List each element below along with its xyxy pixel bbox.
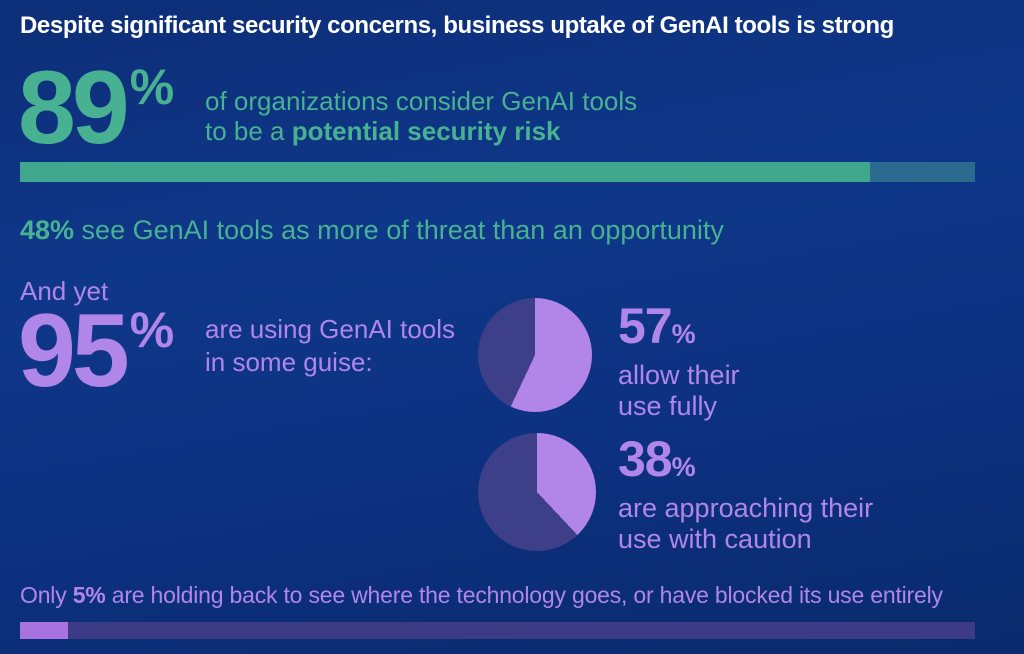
pie-chart-allow-fully — [478, 298, 592, 412]
stat-89-value: 89 % — [18, 56, 174, 160]
stat-48-line: 48% see GenAI tools as more of threat th… — [20, 215, 724, 246]
pie-stat-57-caption: allow their use fully — [618, 360, 740, 422]
pie-stat-caution: 38% are approaching their use with cauti… — [618, 434, 873, 555]
and-yet-label: And yet — [20, 276, 109, 306]
pie-stat-57-percent-sign: % — [671, 319, 696, 349]
pie-stat-57-digits: 57 — [618, 298, 673, 354]
headline: Despite significant security concerns, b… — [20, 12, 894, 39]
pie-stat-allow-fully: 57% allow their use fully — [618, 301, 740, 422]
stat-89-percent-sign: % — [129, 59, 175, 115]
stat-95-caption-line2: in some guise: — [205, 347, 373, 377]
pie-stat-57-caption-line2: use fully — [618, 391, 718, 421]
stat-95-caption-line1: are using GenAI tools — [205, 314, 456, 344]
pie-stat-38-caption-line2: use with caution — [618, 524, 812, 554]
pie-chart-caution — [478, 433, 596, 551]
pie-stat-38-caption-line1: are approaching their — [618, 493, 874, 523]
progress-bar-5-fill — [20, 622, 68, 639]
pie-stat-38-value: 38% — [618, 434, 873, 484]
progress-bar-89 — [20, 162, 975, 182]
stat-89-caption-line1: of organizations consider GenAI tools — [205, 86, 638, 116]
stat-95-percent-sign: % — [129, 302, 175, 358]
pie-stat-57-value: 57% — [618, 301, 740, 351]
stat-95-digits: 95 — [18, 293, 130, 409]
stat-89-digits: 89 — [18, 50, 130, 166]
pie-stat-38-digits: 38 — [618, 431, 673, 487]
stat-48-text: see GenAI tools as more of threat than a… — [74, 215, 724, 245]
pie-stat-57-caption-line1: allow their — [618, 360, 740, 390]
progress-bar-89-fill — [20, 162, 870, 182]
stat-89-caption-line2-bold: potential security risk — [291, 116, 561, 146]
stat-5-line: Only 5% are holding back to see where th… — [20, 582, 943, 609]
stat-5-value: 5% — [72, 582, 106, 608]
stat-5-prefix: Only — [20, 582, 73, 608]
pie-stat-38-percent-sign: % — [671, 452, 696, 482]
stat-5-text: are holding back to see where the techno… — [105, 582, 943, 608]
stat-89-caption: of organizations consider GenAI tools to… — [205, 86, 637, 146]
stat-89-caption-line2-prefix: to be a — [205, 116, 292, 146]
stat-95-value: 95 % — [18, 299, 174, 403]
stat-48-value: 48% — [20, 215, 75, 245]
pie-stat-38-caption: are approaching their use with caution — [618, 493, 873, 555]
progress-bar-5 — [20, 622, 975, 639]
stat-95-caption: are using GenAI tools in some guise: — [205, 313, 455, 379]
